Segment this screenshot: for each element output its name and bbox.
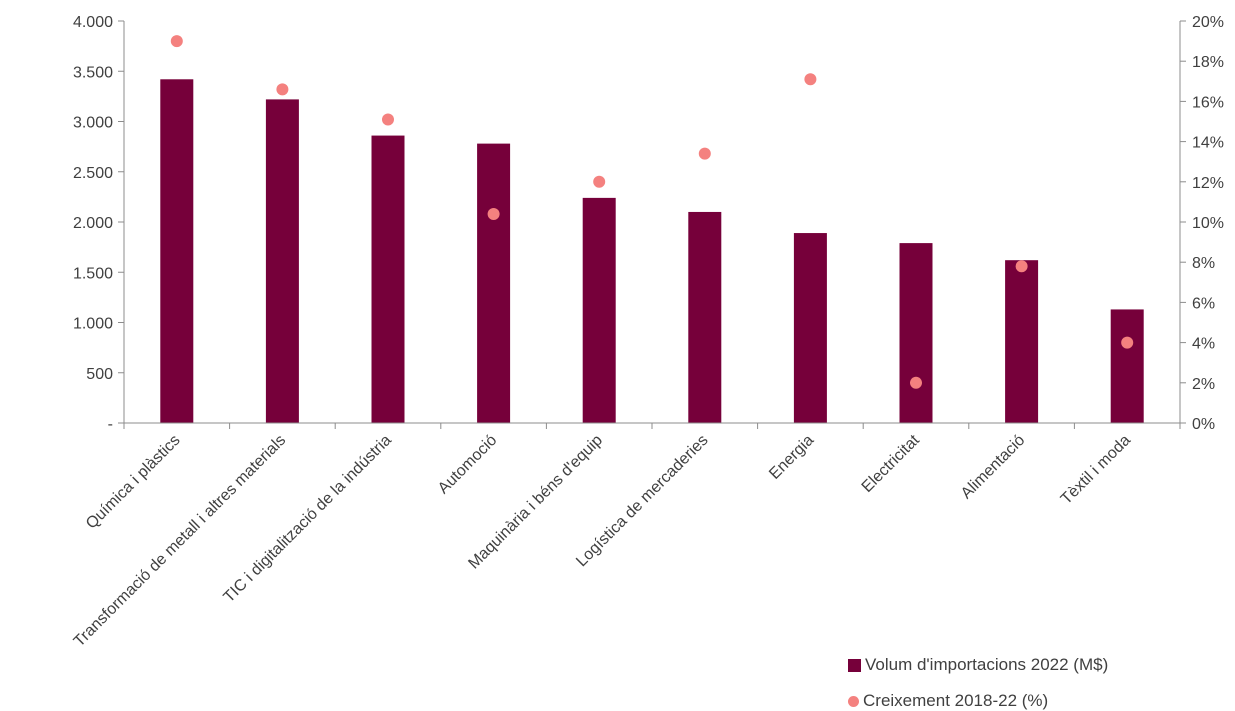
- scatter-point: [1121, 336, 1134, 349]
- bar: [371, 135, 405, 423]
- right-tick-label: 2%: [1192, 376, 1215, 393]
- bar: [688, 211, 722, 423]
- left-tick-label: 2.000: [73, 215, 113, 232]
- scatter-point: [276, 83, 289, 96]
- right-tick-label: 6%: [1192, 295, 1215, 312]
- bar: [582, 197, 616, 423]
- right-tick-label: 10%: [1192, 215, 1224, 232]
- legend-dot-label: Creixement 2018-22 (%): [863, 691, 1049, 710]
- left-tick-label: 1.500: [73, 265, 113, 282]
- right-tick-label: 16%: [1192, 94, 1224, 111]
- scatter-point: [804, 73, 817, 86]
- category-label: Tèxtil i moda: [1058, 432, 1134, 508]
- scatter-point: [170, 35, 183, 48]
- right-tick-label: 14%: [1192, 135, 1224, 152]
- bar: [477, 143, 511, 424]
- scatter-point: [593, 175, 606, 188]
- bar: [899, 243, 933, 423]
- category-label: Energia: [766, 432, 817, 483]
- bar: [160, 79, 194, 423]
- left-axis-ticks: - 500 1.000 1.500 2.000 2.500 3.000 3.500 4.000: [73, 14, 124, 433]
- scatter-point: [487, 207, 500, 220]
- right-tick-label: 18%: [1192, 54, 1224, 71]
- scatter-series: [170, 35, 1134, 389]
- right-tick-label: 12%: [1192, 175, 1224, 192]
- bar: [1110, 309, 1144, 423]
- left-tick-label: -: [108, 416, 113, 433]
- legend-bar-label: Volum d'importacions 2022 (M$): [865, 655, 1109, 674]
- legend-bar-swatch: [848, 658, 861, 672]
- right-tick-label: 0%: [1192, 416, 1215, 433]
- scatter-point: [910, 376, 922, 389]
- category-label: TIC i digitalització de la indústria: [221, 432, 395, 606]
- right-tick-label: 4%: [1192, 336, 1215, 353]
- left-tick-label: 500: [86, 366, 113, 383]
- category-label: Química i plàstics: [83, 432, 184, 533]
- category-label: Alimentació: [958, 432, 1029, 503]
- left-tick-label: 3.000: [73, 115, 113, 132]
- left-tick-label: 2.500: [73, 165, 113, 182]
- axes: [123, 21, 1181, 429]
- bar-series: [160, 79, 1144, 424]
- bar: [793, 233, 827, 423]
- left-tick-label: 1.000: [73, 316, 113, 333]
- left-tick-label: 4.000: [73, 14, 113, 31]
- left-tick-label: 3.500: [73, 64, 113, 81]
- category-label: Automoció: [435, 432, 501, 498]
- scatter-point: [1015, 260, 1028, 273]
- bar: [265, 99, 299, 423]
- legend-item-bars: Volum d'importacions 2022 (M$): [848, 655, 1108, 675]
- right-axis-ticks: 0% 2% 4% 6% 8% 10% 12% 14% 16% 18% 20%: [1180, 14, 1224, 433]
- right-tick-label: 20%: [1192, 14, 1224, 31]
- category-label: Transformació de metall i altres materia…: [71, 432, 289, 650]
- legend-dot-swatch: [848, 695, 859, 707]
- scatter-point: [382, 113, 394, 126]
- right-tick-label: 8%: [1192, 255, 1215, 272]
- scatter-point: [698, 147, 711, 160]
- legend-item-dots: Creixement 2018-22 (%): [848, 691, 1048, 711]
- category-label: Electricitat: [859, 431, 924, 496]
- bar: [1005, 260, 1039, 423]
